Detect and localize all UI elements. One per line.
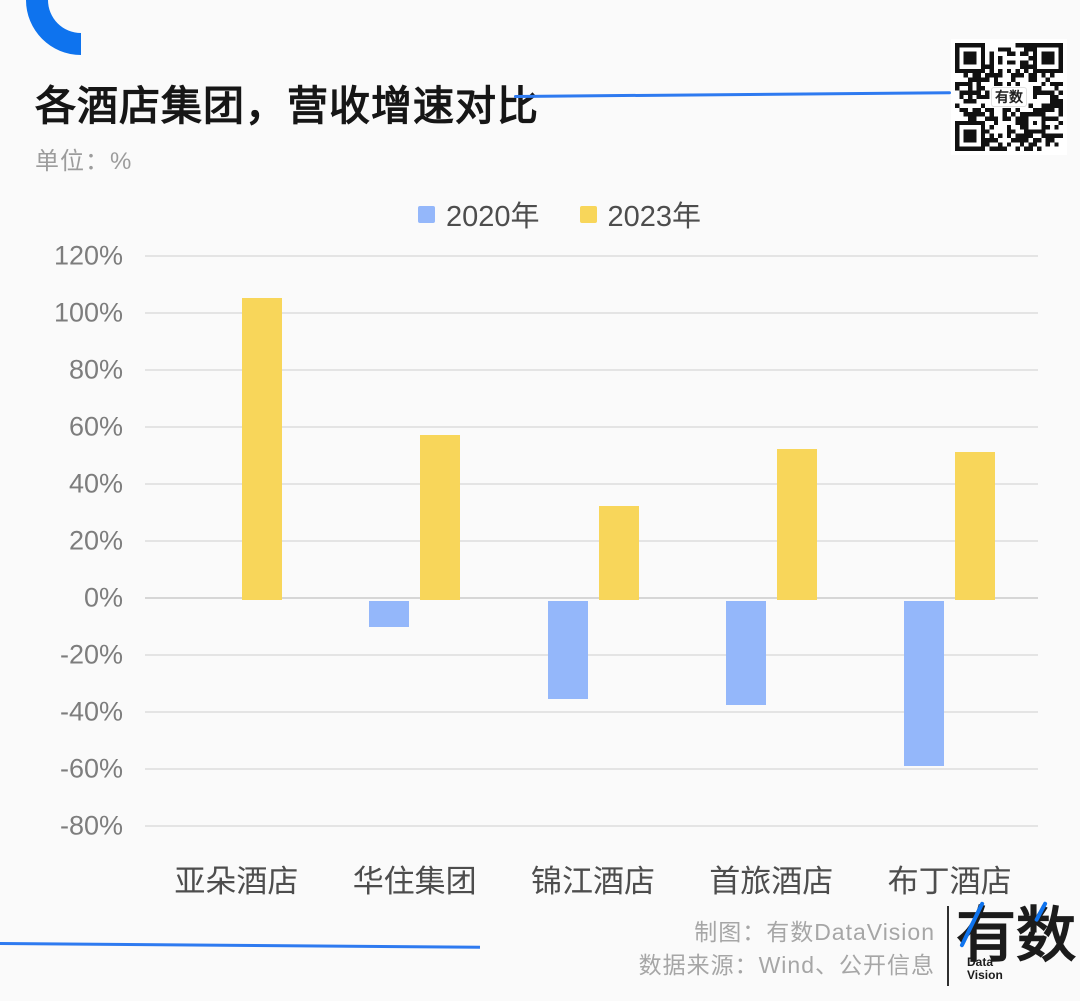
credit-line: 制图：有数DataVision (694, 919, 935, 945)
y-tick-label: -60% (59, 753, 123, 784)
gridline (145, 768, 1038, 770)
y-tick-label: -80% (59, 810, 123, 841)
bar-2020年-华住集团 (369, 601, 410, 627)
y-tick-label: 40% (68, 468, 123, 499)
gridline (145, 426, 1038, 428)
y-tick-label: -20% (59, 639, 123, 670)
legend-swatch-icon (418, 205, 435, 223)
bar-2020年-锦江酒店 (547, 601, 588, 700)
y-tick-label: 100% (53, 297, 123, 328)
page-title: 各酒店集团，营收增速对比 (35, 83, 539, 129)
x-axis-label: 首旅酒店 (709, 864, 834, 899)
legend-swatch-icon (579, 205, 597, 223)
brand-arc-icon (26, 0, 81, 55)
bar-2020年-布丁酒店 (904, 601, 945, 767)
x-axis-label: 锦江酒店 (531, 864, 655, 899)
zero-gridline (145, 597, 1038, 599)
x-axis-label: 华住集团 (352, 864, 477, 899)
bar-2023年-亚朵酒店 (241, 297, 282, 600)
x-axis-label: 亚朵酒店 (174, 864, 299, 899)
bar-2023年-华住集团 (420, 434, 461, 600)
bar-2023年-首旅酒店 (776, 448, 817, 600)
chart-legend: 2020年 2023年 (418, 193, 701, 235)
x-axis-labels: 亚朵酒店 华住集团 锦江酒店 首旅酒店 布丁酒店 (145, 856, 1038, 899)
legend-item: 2023年 (579, 193, 702, 235)
plot-area (145, 255, 1038, 827)
gridline (145, 540, 1038, 542)
y-tick-label: 60% (68, 411, 123, 442)
gridline (145, 825, 1038, 827)
bar-2020年-首旅酒店 (725, 601, 766, 706)
gridline (145, 255, 1038, 257)
brand-logo-subtext: Data Vision (967, 955, 1003, 982)
legend-item: 2020年 (418, 193, 540, 235)
bar-2023年-布丁酒店 (955, 451, 996, 600)
title-underline (513, 91, 951, 98)
legend-label: 2023年 (607, 201, 702, 233)
y-tick-label: 0% (83, 582, 123, 613)
x-axis-label: 布丁酒店 (887, 864, 1012, 899)
qr-code: 有数 (951, 39, 1067, 155)
legend-label: 2020年 (446, 201, 540, 233)
gridline (145, 654, 1038, 656)
y-tick-label: 20% (68, 525, 123, 556)
y-tick-label: 120% (53, 240, 123, 271)
footer-credits: 制图：有数DataVision 数据来源：Wind、公开信息 (639, 916, 935, 982)
bar-2023年-锦江酒店 (598, 505, 639, 600)
gridline (145, 711, 1038, 713)
unit-label: 单位：% (35, 148, 133, 175)
gridline (145, 312, 1038, 314)
qr-center-logo: 有数 (991, 87, 1027, 107)
source-line: 数据来源：Wind、公开信息 (638, 952, 935, 978)
y-axis: 120% 100% 80% 60% 40% 20% 0% -20% -40% -60% -80% (0, 0, 123, 1001)
footer-divider (947, 906, 949, 986)
y-tick-label: 80% (68, 354, 123, 385)
gridline (145, 483, 1038, 485)
gridline (145, 369, 1038, 371)
y-tick-label: -40% (59, 696, 123, 727)
